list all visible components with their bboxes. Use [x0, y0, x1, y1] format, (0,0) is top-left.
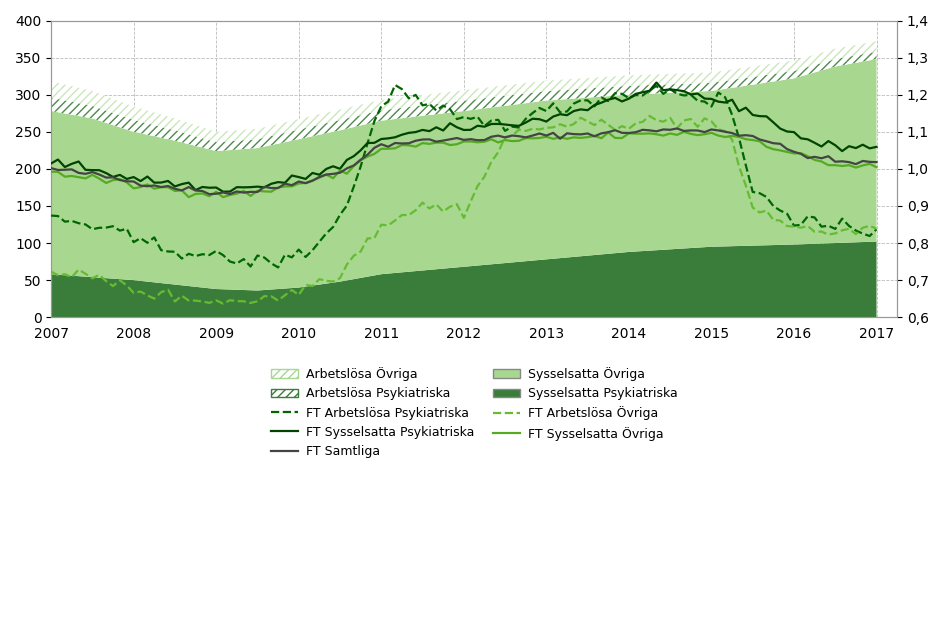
Legend: Arbetslösa Övriga, Arbetslösa Psykiatriska, FT Arbetslösa Psykiatriska, FT Sysse: Arbetslösa Övriga, Arbetslösa Psykiatris…	[265, 362, 683, 463]
